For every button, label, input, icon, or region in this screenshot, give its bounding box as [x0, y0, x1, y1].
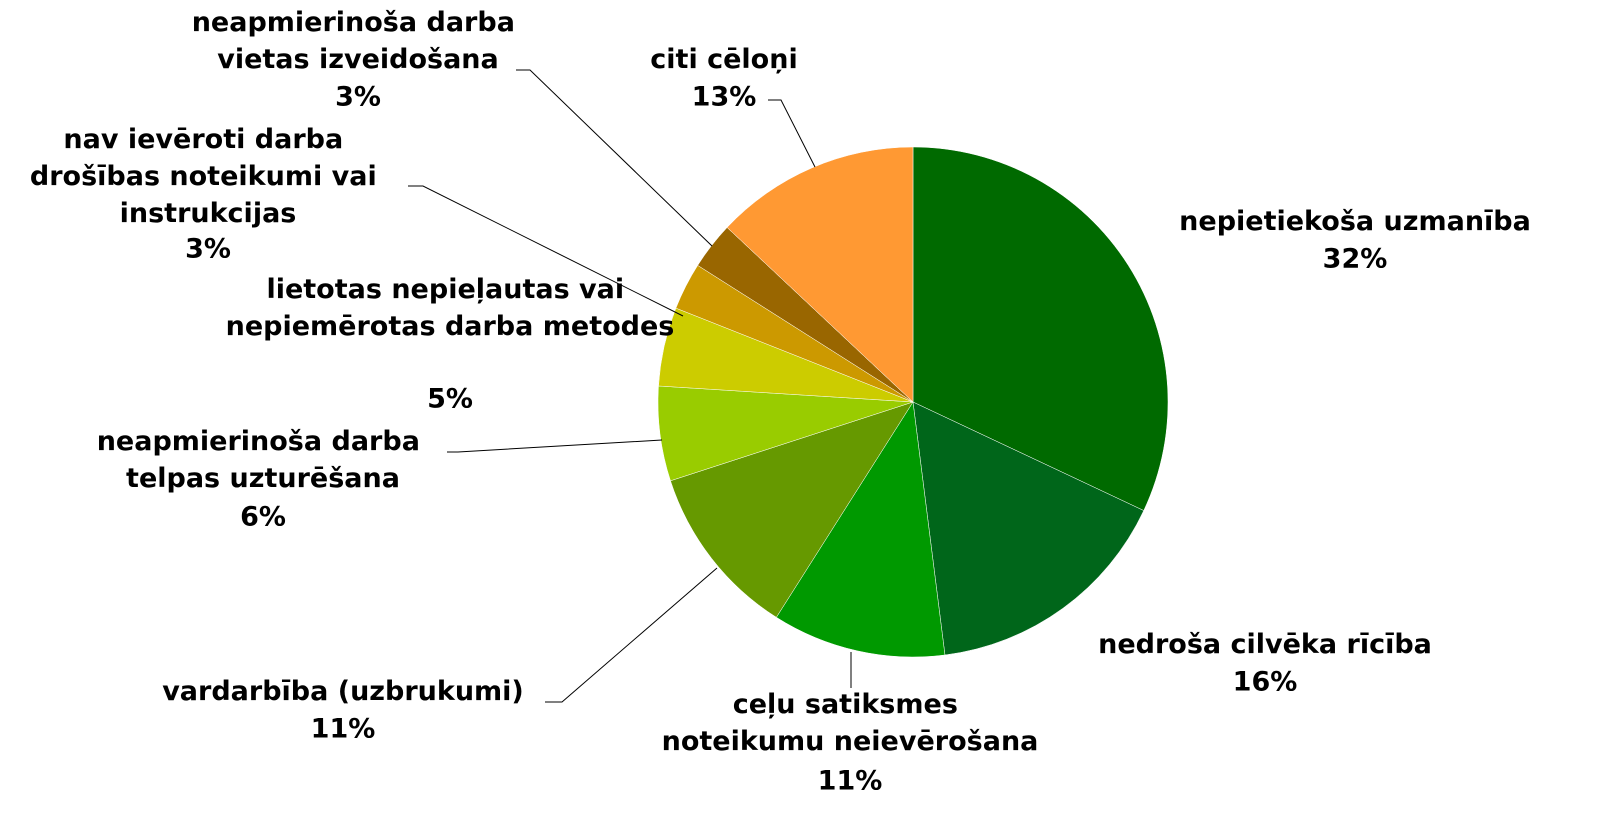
slice-label: citi cēloņi — [650, 44, 797, 75]
value-label: 6% — [240, 502, 286, 533]
slice-label: nav ievēroti darba drošības noteikumi va… — [30, 124, 386, 229]
slice-label: lietotas nepieļautas vai nepiemērotas da… — [226, 274, 675, 342]
leader-line — [408, 185, 684, 317]
leader-line — [447, 439, 663, 453]
value-label: 11% — [818, 766, 883, 797]
value-label: 3% — [335, 82, 381, 113]
leader-line — [516, 69, 713, 247]
slice-label: nedroša cilvēka rīcība — [1098, 629, 1432, 660]
leader-line — [545, 567, 718, 703]
slice-label: neapmierinoša darba vietas izveidošana — [192, 7, 525, 75]
value-label: 32% — [1323, 244, 1388, 275]
pie-slice — [726, 146, 914, 403]
pie-slice — [912, 401, 1145, 656]
pie-slice — [776, 401, 946, 658]
value-label: 5% — [427, 384, 473, 415]
pie-slice — [912, 146, 1169, 511]
value-label: 3% — [185, 234, 231, 265]
slice-label: neapmierinoša darba telpas uzturēšana — [97, 426, 430, 494]
value-label: 13% — [692, 82, 757, 113]
slice-label: ceļu satiksmes noteikumu neievērošana — [662, 689, 1039, 757]
pie-slice — [670, 401, 914, 618]
value-label: 16% — [1233, 667, 1298, 698]
leader-lines — [408, 69, 852, 703]
slice-label: vardarbība (uzbrukumi) — [162, 676, 524, 707]
value-label: 11% — [311, 714, 376, 745]
leader-line — [768, 99, 816, 168]
slice-label: nepietiekoša uzmanība — [1179, 206, 1531, 237]
